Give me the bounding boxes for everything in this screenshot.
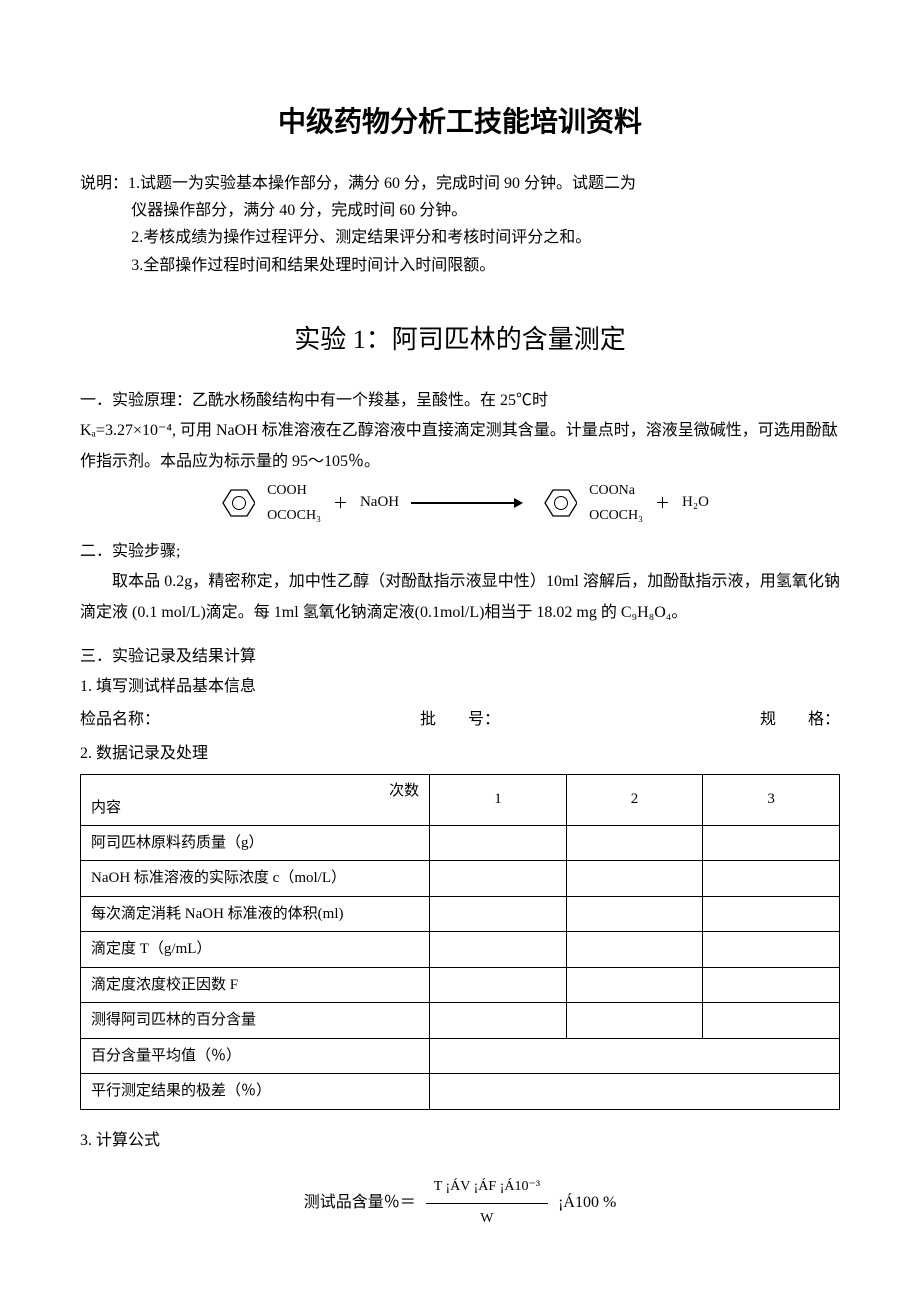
table-row: 平行测定结果的极差（％） [81,1074,840,1110]
cell [430,861,567,897]
header-content-label: 内容 [91,794,121,823]
instruction-3: 3.全部操作过程时间和结果处理时间计入时间限额。 [80,252,840,279]
formula-denominator: W [426,1204,548,1233]
table-row: 百分含量平均值（％） [81,1038,840,1074]
row-label: 滴定度浓度校正因数 F [81,967,430,1003]
cell-merged [430,1038,840,1074]
cell [703,896,840,932]
cell [566,967,703,1003]
principle-text-b: Kₐ=3.27×10⁻⁴, 可用 NaOH 标准溶液在乙醇溶液中直接滴定测其含量… [80,416,840,477]
product-top-group: COONa [589,483,643,498]
product-substituents: COONa OCOCH₃ [589,483,643,523]
cell [566,896,703,932]
batch-label: 批 号： [420,705,500,735]
spec-label: 规 格： [760,705,840,735]
formula-numerator: T ¡ÁV ¡ÁF ¡Á10⁻³ [426,1174,548,1204]
section-records: 三．实验记录及结果计算 1. 填写测试样品基本信息 检品名称： 批 号： 规 格… [80,642,840,1232]
principle-para-1: 一．实验原理：乙酰水杨酸结构中有一个羧基，呈酸性。在 25℃时 [80,386,840,416]
formula: 测试品含量％＝ T ¡ÁV ¡ÁF ¡Á10⁻³ W ¡Á100 % [80,1174,840,1232]
formula-fraction: T ¡ÁV ¡ÁF ¡Á10⁻³ W [426,1174,548,1232]
section-steps: 二．实验步骤; 取本品 0.2g，精密称定，加中性乙醇（对酚酞指示液显中性）10… [80,537,840,628]
formula-tail: ¡Á100 % [558,1194,616,1211]
h2o-text: H₂O [682,494,709,511]
plus-sign-2: ＋ [655,492,670,513]
steps-body: 取本品 0.2g，精密称定，加中性乙醇（对酚酞指示液显中性）10ml 溶解后，加… [80,567,840,628]
instructions-label: 说明： [80,175,128,192]
table-row: 滴定度 T（g/mL） [81,932,840,968]
item-1-label: 1. 填写测试样品基本信息 [80,672,840,702]
header-times-label: 次数 [389,777,419,806]
row-label: 百分含量平均值（％） [81,1038,430,1074]
reactant-substituents: COOH OCOCH₃ [267,483,321,523]
table-row: NaOH 标准溶液的实际浓度 c（mol/L） [81,861,840,897]
section-1-heading: 一．实验原理： [80,392,192,409]
document-page: 中级药物分析工技能培训资料 说明：1.试题一为实验基本操作部分，满分 60 分，… [0,0,920,1302]
principle-text-a: 乙酰水杨酸结构中有一个羧基，呈酸性。在 25℃时 [192,392,548,409]
cell [566,825,703,861]
cell [566,861,703,897]
col-2-header: 2 [566,774,703,825]
data-table: 次数 内容 1 2 3 阿司匹林原料药质量（g） NaOH 标准溶液的实际浓度 … [80,774,840,1110]
reactant-top-group: COOH [267,483,321,498]
sample-name-label: 检品名称： [80,705,160,735]
cell [430,896,567,932]
cell [430,932,567,968]
section-2-heading: 二．实验步骤; [80,537,840,567]
instruction-2: 2.考核成绩为操作过程评分、测定结果评分和考核时间评分之和。 [80,224,840,251]
row-label: 平行测定结果的极差（％） [81,1074,430,1110]
table-row: 滴定度浓度校正因数 F [81,967,840,1003]
cell [566,1003,703,1039]
benzene-ring-product-icon [533,484,577,522]
cell [703,967,840,1003]
reactant-bottom-group: OCOCH₃ [267,508,321,523]
table-row: 每次滴定消耗 NaOH 标准液的体积(ml) [81,896,840,932]
cell [703,825,840,861]
instructions-block: 说明：1.试题一为实验基本操作部分，满分 60 分，完成时间 90 分钟。试题二… [80,170,840,279]
col-3-header: 3 [703,774,840,825]
instruction-1a: 1.试题一为实验基本操作部分，满分 60 分，完成时间 90 分钟。试题二为 [128,175,636,192]
naoh-text: NaOH [360,494,399,511]
table-header-row: 次数 内容 1 2 3 [81,774,840,825]
formula-lhs: 测试品含量％＝ [304,1194,416,1211]
row-label: 测得阿司匹林的百分含量 [81,1003,430,1039]
item-2-label: 2. 数据记录及处理 [80,739,840,769]
reaction-equation: COOH OCOCH₃ ＋ NaOH COONa OCOCH₃ ＋ H₂O [80,483,840,523]
header-diagonal-cell: 次数 内容 [81,774,430,825]
product-bottom-group: OCOCH₃ [589,508,643,523]
section-principle: 一．实验原理：乙酰水杨酸结构中有一个羧基，呈酸性。在 25℃时 Kₐ=3.27×… [80,386,840,477]
reaction-arrow-icon [411,502,521,504]
table-row: 阿司匹林原料药质量（g） [81,825,840,861]
experiment-title: 实验 1：阿司匹林的含量测定 [80,319,840,356]
benzene-ring-reactant-icon [211,484,255,522]
cell [430,1003,567,1039]
cell [430,825,567,861]
col-1-header: 1 [430,774,567,825]
main-title: 中级药物分析工技能培训资料 [80,100,840,140]
plus-sign-1: ＋ [333,492,348,513]
cell-merged [430,1074,840,1110]
cell [703,932,840,968]
row-label: 每次滴定消耗 NaOH 标准液的体积(ml) [81,896,430,932]
cell [703,861,840,897]
row-label: 滴定度 T（g/mL） [81,932,430,968]
table-row: 测得阿司匹林的百分含量 [81,1003,840,1039]
instruction-1b: 仪器操作部分，满分 40 分，完成时间 60 分钟。 [80,197,840,224]
cell [430,967,567,1003]
row-label: 阿司匹林原料药质量（g） [81,825,430,861]
cell [566,932,703,968]
section-3-heading: 三．实验记录及结果计算 [80,642,840,672]
item-3-label: 3. 计算公式 [80,1126,840,1156]
row-label: NaOH 标准溶液的实际浓度 c（mol/L） [81,861,430,897]
cell [703,1003,840,1039]
sample-meta-row: 检品名称： 批 号： 规 格： [80,705,840,735]
instruction-line-1: 说明：1.试题一为实验基本操作部分，满分 60 分，完成时间 90 分钟。试题二… [80,170,840,197]
